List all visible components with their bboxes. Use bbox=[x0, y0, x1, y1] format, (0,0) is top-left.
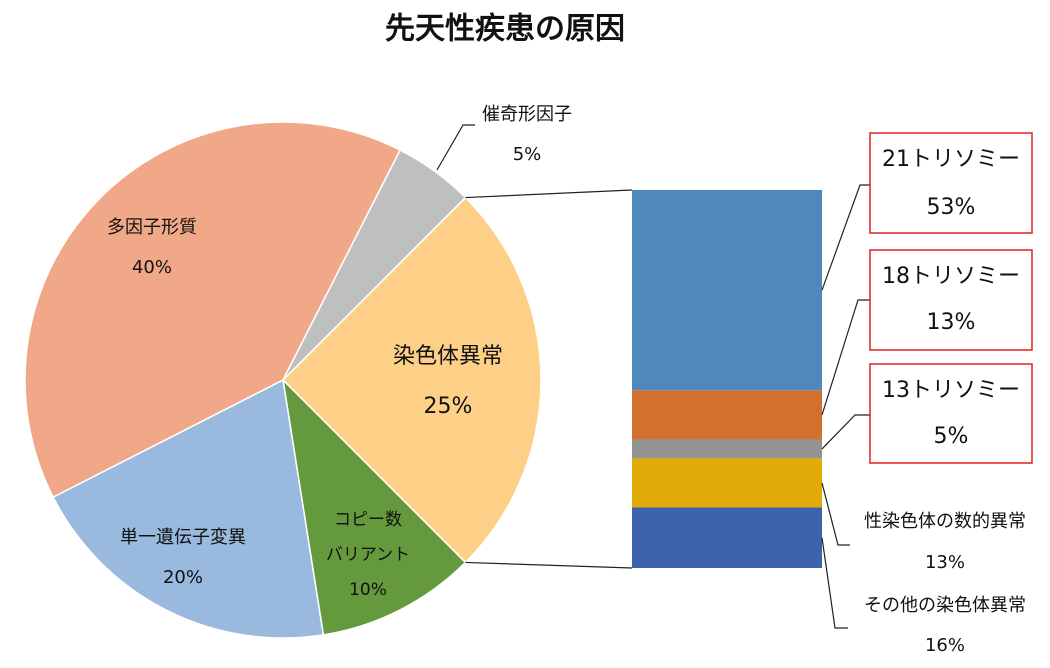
bar-segment bbox=[632, 190, 822, 391]
connector-line bbox=[465, 189, 633, 199]
label-box bbox=[869, 132, 1033, 234]
slice-value-label: 40% bbox=[132, 257, 172, 278]
bar-segment bbox=[632, 507, 822, 568]
slice-label: 多因子形質 bbox=[107, 217, 197, 238]
bar-value-label: 13% bbox=[927, 310, 976, 335]
pie-slice bbox=[282, 149, 467, 381]
leader-line bbox=[821, 482, 850, 546]
connector-line bbox=[465, 561, 633, 569]
leader-line bbox=[821, 299, 870, 416]
pie-slice bbox=[52, 378, 325, 639]
slice-label: コピー数バリアント bbox=[326, 510, 410, 565]
bar-segment bbox=[632, 390, 822, 440]
chart-title: 先天性疾患の原因 bbox=[385, 12, 625, 47]
label-box bbox=[869, 363, 1033, 464]
leader-line bbox=[821, 414, 870, 450]
bar-label: その他の染色体異常 bbox=[864, 595, 1026, 616]
bar-label: 18トリソミー bbox=[882, 264, 1020, 289]
slice-label: 催奇形因子 bbox=[482, 104, 572, 125]
slice-label: 単一遺伝子変異 bbox=[120, 527, 246, 548]
bar-value-label: 53% bbox=[927, 195, 976, 220]
label-box bbox=[869, 249, 1033, 351]
bar-value-label: 5% bbox=[934, 424, 969, 449]
pie-slice bbox=[24, 121, 402, 499]
bar-segment bbox=[632, 458, 822, 508]
pie-slice bbox=[281, 196, 542, 564]
slice-value-label: 25% bbox=[424, 394, 473, 419]
leader-line bbox=[821, 537, 848, 629]
pie-slice bbox=[281, 377, 467, 636]
bar-segment bbox=[632, 439, 822, 459]
slice-value-label: 20% bbox=[163, 567, 203, 588]
slice-value-label: 10% bbox=[349, 580, 387, 600]
slice-value-label: 5% bbox=[513, 144, 542, 165]
slice-label: 染色体異常 bbox=[393, 344, 503, 369]
bar-label: 21トリソミー bbox=[882, 147, 1020, 172]
leader-line bbox=[821, 184, 870, 291]
bar-value-label: 16% bbox=[925, 635, 965, 656]
bar-label: 性染色体の数的異常 bbox=[864, 511, 1026, 532]
bar-label: 13トリソミー bbox=[882, 378, 1020, 403]
leader-line bbox=[436, 124, 475, 171]
bar-value-label: 13% bbox=[925, 552, 965, 573]
